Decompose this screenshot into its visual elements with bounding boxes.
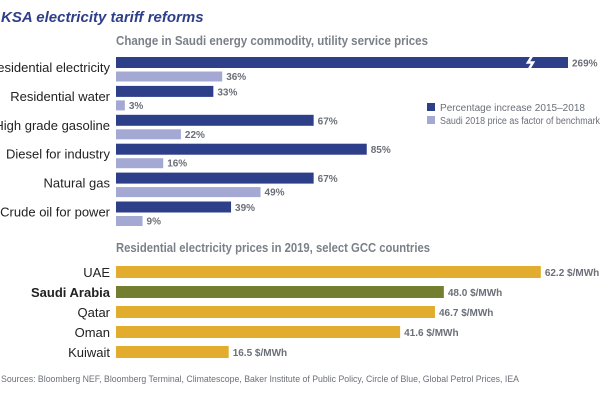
country-label: Qatar xyxy=(77,305,110,320)
bar-benchmark xyxy=(116,187,261,198)
chart2-title: Residential electricity prices in 2019, … xyxy=(116,241,430,255)
bar-value-label: 33% xyxy=(217,87,237,98)
category-label: Diesel for industry xyxy=(6,147,111,162)
legend-label-benchmark: Saudi 2018 price as factor of benchmark xyxy=(440,116,600,127)
category-label: Residential electricity xyxy=(0,60,110,75)
main-title: KSA electricity tariff reforms xyxy=(1,9,204,26)
category-label: Natural gas xyxy=(44,176,111,191)
bar-increase xyxy=(116,143,367,155)
bar-value-label: 62.2 $/MWh xyxy=(545,268,599,279)
bar-benchmark xyxy=(116,158,164,169)
bar-price xyxy=(116,346,229,358)
category-label: Residential water xyxy=(10,89,110,104)
bar-value-label: 67% xyxy=(318,116,338,127)
bar-benchmark xyxy=(116,129,181,140)
chart1-title: Change in Saudi energy commodity, utilit… xyxy=(116,34,428,48)
legend: Percentage increase 2015–2018 Saudi 2018… xyxy=(427,103,600,127)
bar-value-label: 269% xyxy=(572,59,598,70)
country-label: Oman xyxy=(75,325,110,340)
bar-value-label: 39% xyxy=(235,203,255,214)
bar-value-label: 16% xyxy=(167,159,187,170)
bar-benchmark xyxy=(116,100,125,111)
bar-value-label: 41.6 $/MWh xyxy=(404,328,458,339)
legend-label-increase: Percentage increase 2015–2018 xyxy=(440,103,585,114)
bar-value-label: 16.5 $/MWh xyxy=(233,348,287,359)
bar-value-label: 46.7 $/MWh xyxy=(439,308,493,319)
bar-price xyxy=(116,326,401,338)
category-label: High grade gasoline xyxy=(0,118,110,133)
bar-price xyxy=(116,286,444,298)
axis-break-mark xyxy=(525,55,536,70)
bar-increase xyxy=(116,85,214,97)
bar-increase xyxy=(116,57,568,68)
bar-increase xyxy=(116,114,314,126)
bar-value-label: 9% xyxy=(147,217,162,228)
bar-value-label: 85% xyxy=(371,145,391,156)
country-label: Kuiwait xyxy=(68,345,110,360)
bar-value-label: 48.0 $/MWh xyxy=(448,288,502,299)
bar-increase xyxy=(116,172,314,184)
bar-benchmark xyxy=(116,216,143,226)
bar-value-label: 22% xyxy=(185,130,205,141)
category-label: Crude oil for power xyxy=(0,205,110,220)
legend-swatch-benchmark xyxy=(427,116,435,124)
bar-value-label: 36% xyxy=(226,72,246,83)
legend-swatch-increase xyxy=(427,103,435,111)
bar-value-label: 3% xyxy=(129,101,144,112)
bar-benchmark xyxy=(116,71,223,82)
bar-value-label: 67% xyxy=(318,174,338,185)
country-label: Saudi Arabia xyxy=(31,285,111,300)
bar-increase xyxy=(116,201,232,213)
country-label: UAE xyxy=(83,265,110,280)
bar-value-label: 49% xyxy=(265,188,285,199)
sources-note: Sources: Bloomberg NEF, Bloomberg Termin… xyxy=(1,374,520,385)
bar-price xyxy=(116,306,435,318)
bar-price xyxy=(116,266,541,278)
